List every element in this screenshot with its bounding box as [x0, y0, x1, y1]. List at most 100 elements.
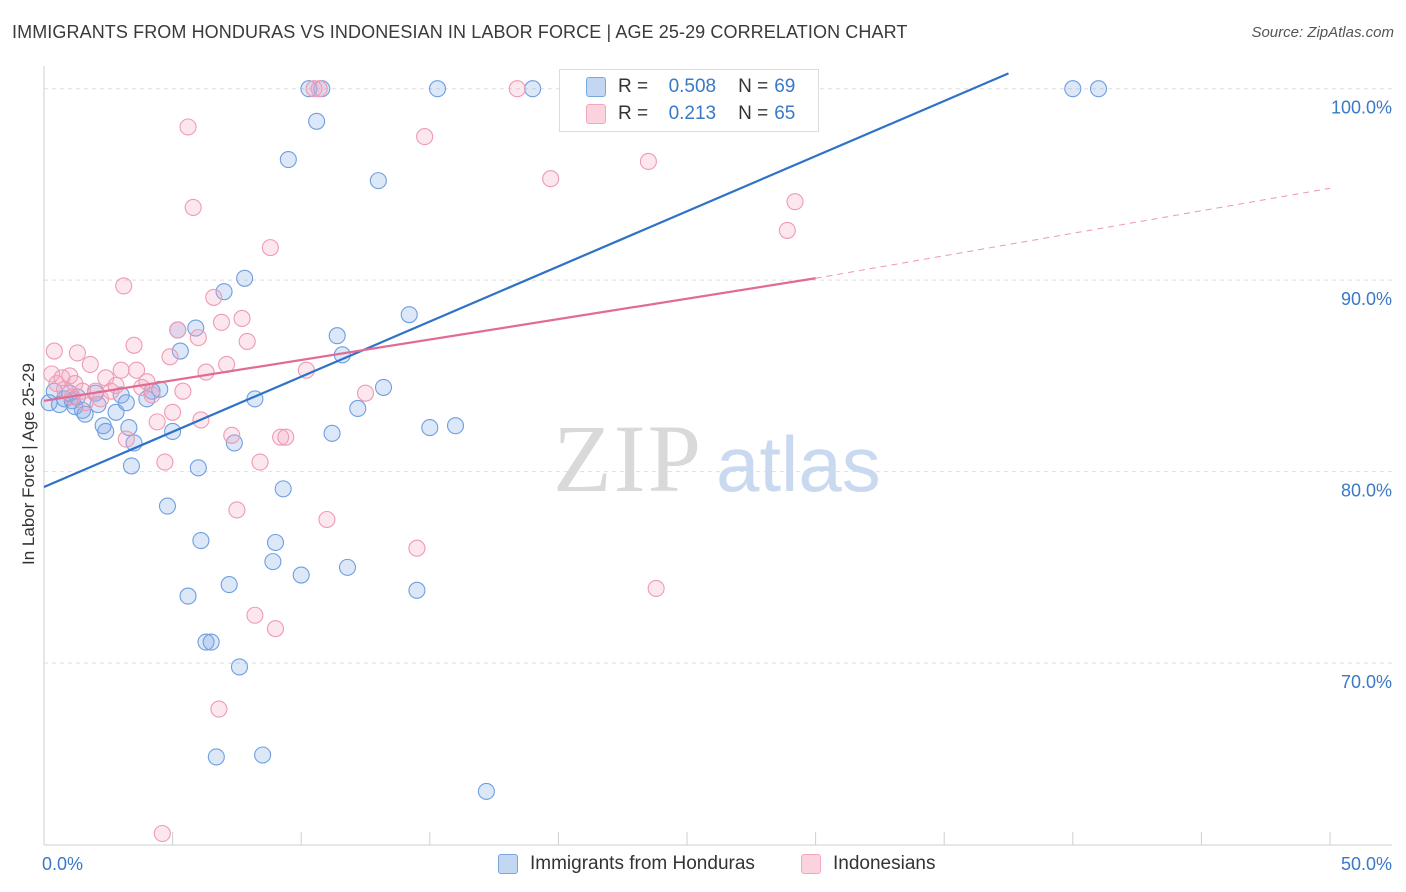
data-point	[228, 501, 246, 519]
data-point	[189, 329, 207, 347]
bottom-legend-label-indonesians: Indonesians	[833, 853, 936, 874]
data-point	[778, 221, 796, 239]
data-point	[274, 480, 292, 498]
data-point	[197, 633, 215, 651]
data-point	[117, 394, 135, 412]
data-point	[215, 283, 233, 301]
legend-n-label: N =	[738, 103, 769, 124]
data-point	[421, 419, 439, 437]
x-tick-label: 0.0%	[42, 854, 83, 874]
data-point	[81, 355, 99, 373]
watermark-atlas: atlas	[716, 420, 881, 508]
data-point	[189, 459, 207, 477]
y-tick-label: 100.0%	[1331, 98, 1392, 118]
data-point	[1089, 80, 1108, 98]
data-point	[1064, 80, 1082, 98]
data-point	[174, 382, 192, 400]
data-point	[279, 151, 297, 169]
data-point	[647, 579, 665, 597]
data-point	[266, 533, 285, 552]
data-point	[184, 198, 202, 216]
data-point	[148, 413, 166, 431]
data-point	[122, 457, 140, 475]
data-point	[171, 342, 189, 360]
data-point	[192, 532, 210, 550]
data-point	[323, 424, 341, 442]
data-point	[400, 306, 418, 324]
data-point	[153, 824, 171, 843]
data-point	[202, 633, 220, 651]
data-point	[156, 453, 174, 471]
legend-r-label: R =	[618, 103, 649, 124]
data-point	[254, 746, 272, 764]
y-tick-label: 70.0%	[1341, 672, 1392, 692]
data-point	[328, 327, 346, 345]
data-point	[786, 193, 804, 211]
watermark-zip: ZIP	[553, 405, 703, 512]
legend-row-honduras: R = 0.508 N = 69	[586, 74, 795, 100]
data-points	[40, 80, 1108, 843]
data-point	[310, 80, 328, 98]
data-point	[158, 497, 177, 515]
data-point	[161, 348, 179, 366]
series-honduras	[40, 80, 1108, 800]
data-point	[115, 277, 133, 295]
legend-swatch-honduras	[586, 77, 606, 97]
chart-source: Source: ZipAtlas.com	[1251, 24, 1394, 41]
bottom-legend-indonesians: Indonesians	[801, 851, 935, 877]
data-point	[374, 378, 393, 396]
data-point	[446, 417, 465, 435]
data-point	[112, 361, 130, 379]
tick-labels: 70.0% 80.0% 90.0% 100.0% 0.0% 50.0%	[42, 98, 1392, 874]
legend-row-indonesians: R = 0.213 N = 65	[586, 101, 795, 127]
data-point	[179, 118, 197, 136]
data-point	[233, 309, 251, 328]
data-point	[416, 128, 434, 146]
data-point	[300, 80, 318, 98]
data-point	[251, 453, 269, 471]
trend-line-extension	[815, 187, 1331, 279]
data-point	[356, 384, 375, 402]
data-point	[508, 80, 526, 98]
data-point	[524, 80, 542, 98]
data-point	[212, 313, 231, 331]
data-point	[125, 336, 143, 354]
y-tick-label: 90.0%	[1341, 289, 1392, 309]
data-point	[272, 428, 290, 446]
data-point	[305, 80, 323, 98]
trend-line-honduras	[43, 72, 1009, 488]
legend-n-label: N =	[738, 76, 769, 97]
y-axis-label: In Labor Force | Age 25-29	[19, 363, 38, 565]
data-point	[179, 587, 197, 605]
gridlines	[44, 88, 1392, 664]
bottom-legend-swatch-honduras	[498, 854, 518, 874]
data-point	[187, 319, 205, 337]
data-point	[230, 658, 249, 676]
data-point	[143, 386, 161, 404]
bottom-legend-label-honduras: Immigrants from Honduras	[530, 853, 755, 874]
watermark: ZIP atlas	[553, 405, 881, 512]
data-point	[338, 558, 357, 576]
legend-n-value: 69	[774, 76, 796, 97]
axes	[43, 66, 1392, 846]
data-point	[477, 782, 495, 800]
legend-r-value: 0.508	[668, 76, 717, 97]
data-point	[292, 566, 310, 584]
data-point	[197, 363, 215, 381]
data-point	[236, 269, 254, 287]
data-point	[238, 332, 256, 351]
x-tick-label: 50.0%	[1341, 854, 1392, 874]
data-point	[264, 553, 282, 571]
chart-title: IMMIGRANTS FROM HONDURAS VS INDONESIAN I…	[12, 22, 908, 42]
data-point	[220, 576, 238, 594]
data-point	[207, 748, 225, 766]
data-point	[349, 399, 367, 418]
data-point	[117, 430, 135, 448]
bottom-legend-swatch-indonesians	[801, 854, 821, 874]
data-point	[639, 152, 657, 171]
data-point	[542, 170, 560, 188]
y-tick-label: 80.0%	[1341, 481, 1392, 501]
data-point	[369, 172, 387, 190]
data-point	[428, 80, 447, 98]
